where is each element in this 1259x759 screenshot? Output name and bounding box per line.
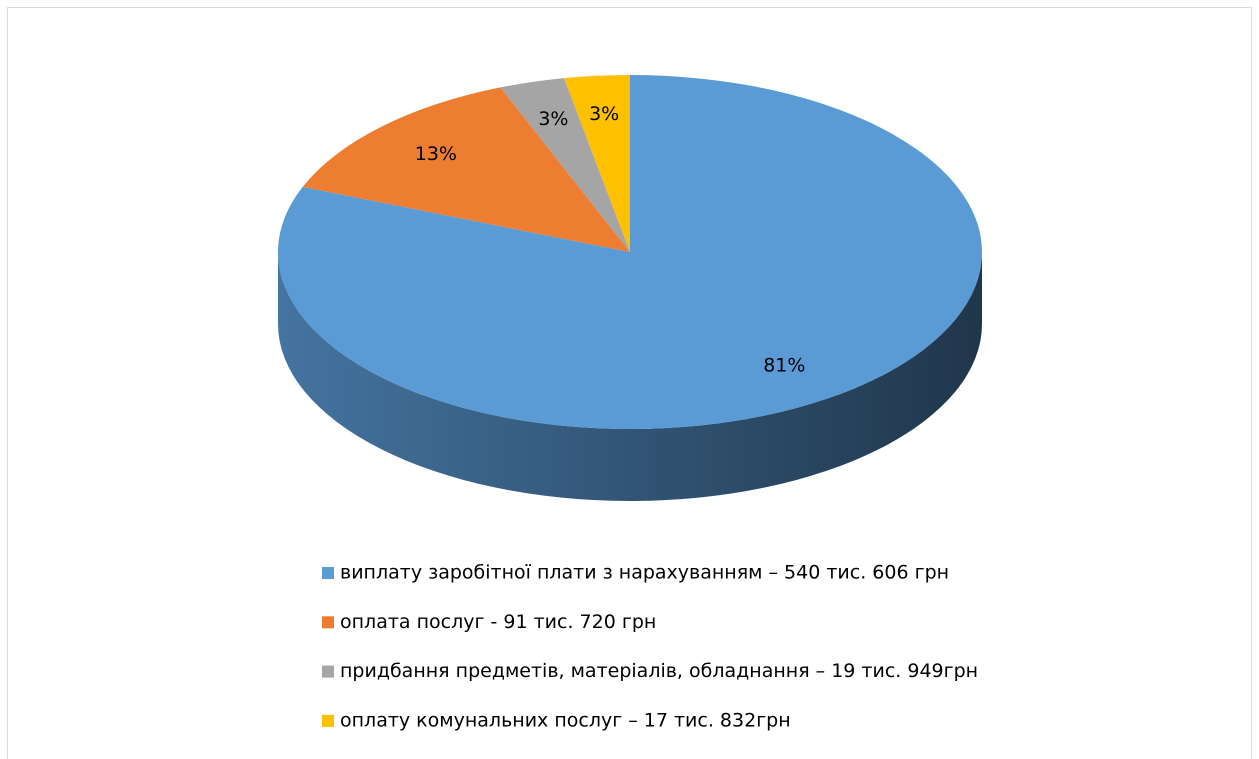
pie-side: [278, 252, 982, 501]
legend-swatch: [322, 665, 334, 678]
pie-slice: [500, 78, 630, 252]
legend-label: виплату заробітної плати з нарахуванням …: [340, 562, 949, 584]
legend-label: оплата послуг - 91 тис. 720 грн: [340, 611, 656, 633]
pie-slice: [564, 75, 630, 252]
data-label: 3%: [538, 108, 568, 130]
data-label: 13%: [415, 143, 457, 165]
legend-swatch: [322, 567, 334, 579]
legend-label: придбання предметів, матеріалів, обладна…: [340, 660, 978, 682]
pie-slice: [277, 75, 983, 430]
legend-swatch: [322, 714, 334, 727]
data-label: 3%: [589, 103, 619, 125]
legend-label: оплату комунальних послуг – 17 тис. 832г…: [340, 709, 791, 731]
pie-slice: [302, 87, 630, 252]
data-label: 81%: [763, 355, 805, 377]
legend-swatch: [322, 616, 334, 629]
